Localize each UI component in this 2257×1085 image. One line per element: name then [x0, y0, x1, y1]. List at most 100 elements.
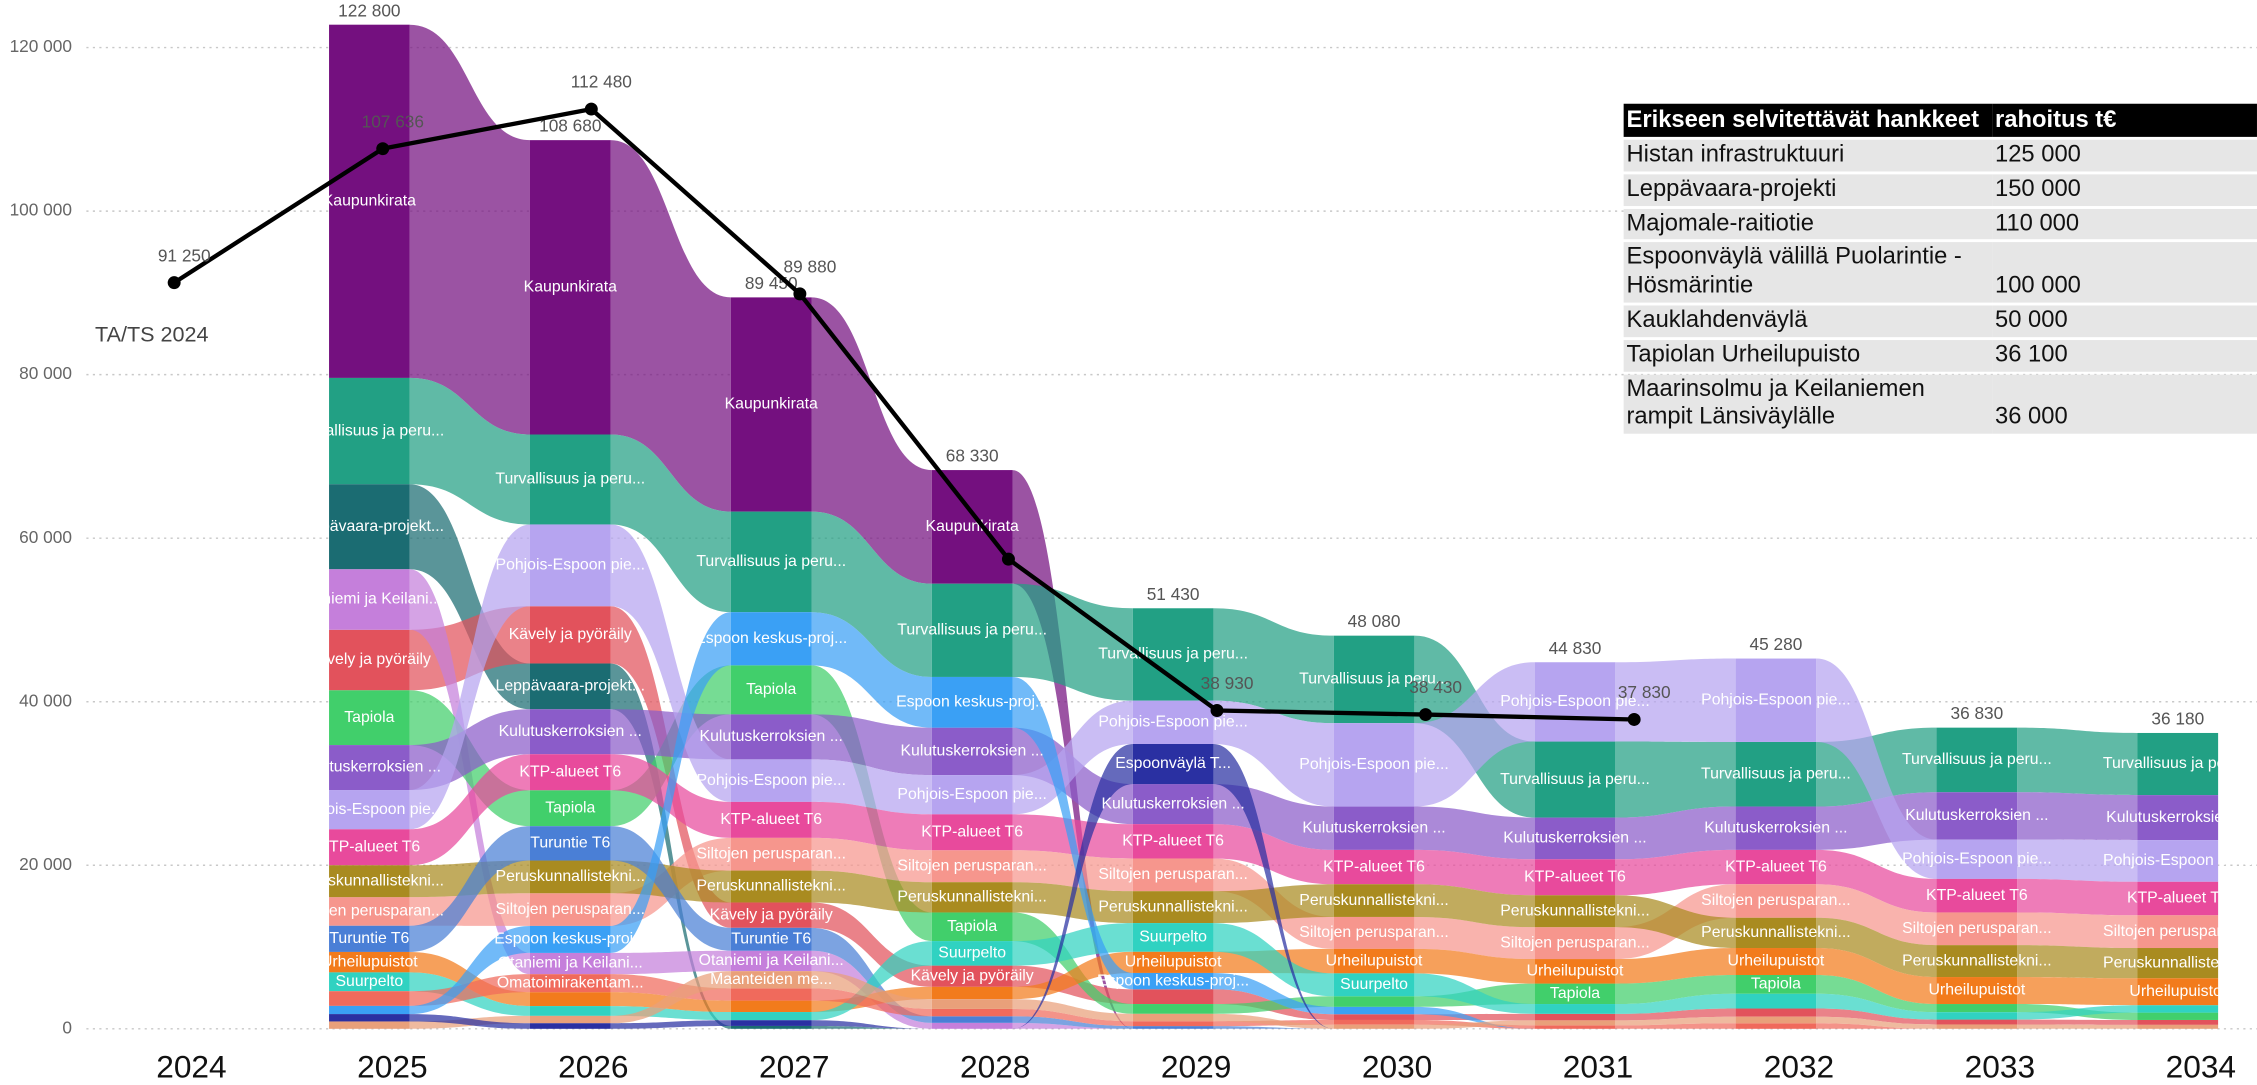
column-segment	[1534, 817, 1616, 860]
ribbon	[610, 434, 731, 613]
segment-label: Pohjois-Espoon pie...	[1902, 850, 2052, 867]
column-segment	[529, 952, 611, 975]
column-segment	[329, 829, 410, 866]
line-point	[1001, 552, 1015, 566]
column-segment	[730, 1025, 812, 1029]
segment-label: Suurpelto	[1340, 976, 1408, 993]
ribbon	[811, 837, 932, 883]
project-name: Leppävaara-projekti	[1623, 174, 1993, 206]
column-segment	[730, 612, 812, 666]
funding-value: 36 000	[1992, 374, 2257, 434]
column-segment	[1735, 806, 1817, 850]
column-segment	[1132, 700, 1214, 745]
column-segment	[329, 745, 410, 791]
segment-label: Kulutuskerroksien ...	[1704, 819, 1847, 836]
column-segment	[730, 950, 812, 972]
segment-label: Urheilupuistot	[321, 953, 418, 970]
header-cell: rahoitus t€	[1992, 103, 2257, 137]
column-segment	[2137, 948, 2219, 979]
ribbon	[409, 754, 530, 866]
ribbon	[1213, 608, 1334, 724]
column-segment	[1333, 1024, 1415, 1029]
line-point	[793, 287, 807, 301]
column-segment	[931, 965, 1013, 987]
ribbon	[1012, 951, 1133, 1000]
segment-label: Kulutuskerroksien ...	[1101, 795, 1244, 812]
column-segment	[1333, 1019, 1415, 1025]
column-segment	[1735, 741, 1817, 807]
column-segment	[931, 470, 1013, 584]
ribbon	[1012, 700, 1133, 815]
ribbon	[1615, 1023, 1736, 1029]
ribbon	[1213, 700, 1334, 807]
line-value-label: 89 880	[784, 256, 837, 276]
column-segment	[931, 941, 1013, 966]
segment-label: Pohjois-Espoon pie...	[2103, 852, 2253, 869]
ribbon	[610, 826, 731, 951]
segment-label: Kulutuskerroksien ...	[298, 759, 441, 776]
ribbon	[811, 612, 932, 728]
line-value-label: 38 430	[1409, 677, 1462, 697]
column-segment	[931, 1016, 1013, 1023]
column-segment	[931, 850, 1013, 883]
ribbon	[811, 297, 932, 584]
column-segment	[730, 801, 812, 838]
segment-label: Peruskunnallistekni...	[2103, 954, 2253, 971]
table-row: Tapiolan Urheilupuisto 36 100	[1623, 339, 2257, 372]
total-label: 48 080	[1348, 611, 1401, 631]
column-segment	[529, 974, 611, 993]
segment-label: Kävely ja pyöräily	[509, 626, 632, 643]
y-tick-label: 100 000	[10, 200, 72, 220]
column-segment	[329, 951, 410, 973]
column-segment	[730, 1012, 812, 1021]
column-segment	[1534, 1013, 1616, 1021]
column-segment	[1534, 927, 1616, 960]
segment-label: Siltojen perusparan...	[295, 903, 445, 920]
column-segment	[329, 1014, 410, 1022]
segment-label: Urheilupuistot	[1125, 954, 1222, 971]
ribbon	[1615, 974, 1736, 1005]
column-segment	[1534, 662, 1616, 742]
segment-label: Turvallisuus ja peru...	[1098, 646, 1248, 663]
ribbon	[2017, 878, 2138, 916]
project-name: Majomale-raitiotie	[1623, 208, 1993, 240]
ribbon	[1615, 658, 1736, 742]
column-segment	[1735, 1008, 1817, 1017]
segment-label: KTP-alueet T6	[2127, 890, 2229, 907]
ribbon	[1012, 999, 1133, 1022]
segment-label: Peruskunnallistekni...	[1500, 902, 1650, 919]
column-segment	[1534, 1020, 1616, 1026]
column-segment	[1132, 923, 1214, 952]
line-legend-label: TA/TS 2024	[95, 321, 209, 346]
column-segment	[1534, 895, 1616, 928]
column-segment	[1132, 972, 1214, 990]
column-segment	[730, 759, 812, 802]
segment-label: Espoon keskus-proj...	[896, 693, 1048, 710]
column-segment	[931, 814, 1013, 851]
column-segment	[931, 912, 1013, 942]
project-name: Tapiolan Urheilupuisto	[1623, 339, 1993, 372]
column-segment	[529, 754, 611, 791]
x-tick-label: 2026	[558, 1049, 628, 1085]
column-segment	[931, 999, 1013, 1009]
column-segment	[1132, 951, 1214, 973]
segment-label: Pohjois-Espoon pie...	[1299, 756, 1449, 773]
ribbon	[1816, 917, 1937, 978]
column-segment	[730, 902, 812, 928]
column-segment	[1333, 948, 1415, 974]
ribbon	[1615, 1008, 1736, 1021]
segment-label: Peruskunnallistekni...	[1098, 898, 1248, 915]
column-segment	[1333, 973, 1415, 997]
total-label: 68 330	[946, 446, 999, 466]
total-label: 51 430	[1147, 584, 1200, 604]
column-segment	[730, 1020, 812, 1026]
column-segment	[730, 511, 812, 613]
ribbon	[1816, 884, 1937, 946]
column-segment	[529, 925, 611, 953]
column-segment	[329, 690, 410, 746]
column-segment	[1936, 1004, 2018, 1013]
column-segment	[1132, 989, 1214, 1005]
total-label: 108 680	[539, 116, 601, 136]
segment-label: Turvallisuus ja peru...	[1500, 771, 1650, 788]
